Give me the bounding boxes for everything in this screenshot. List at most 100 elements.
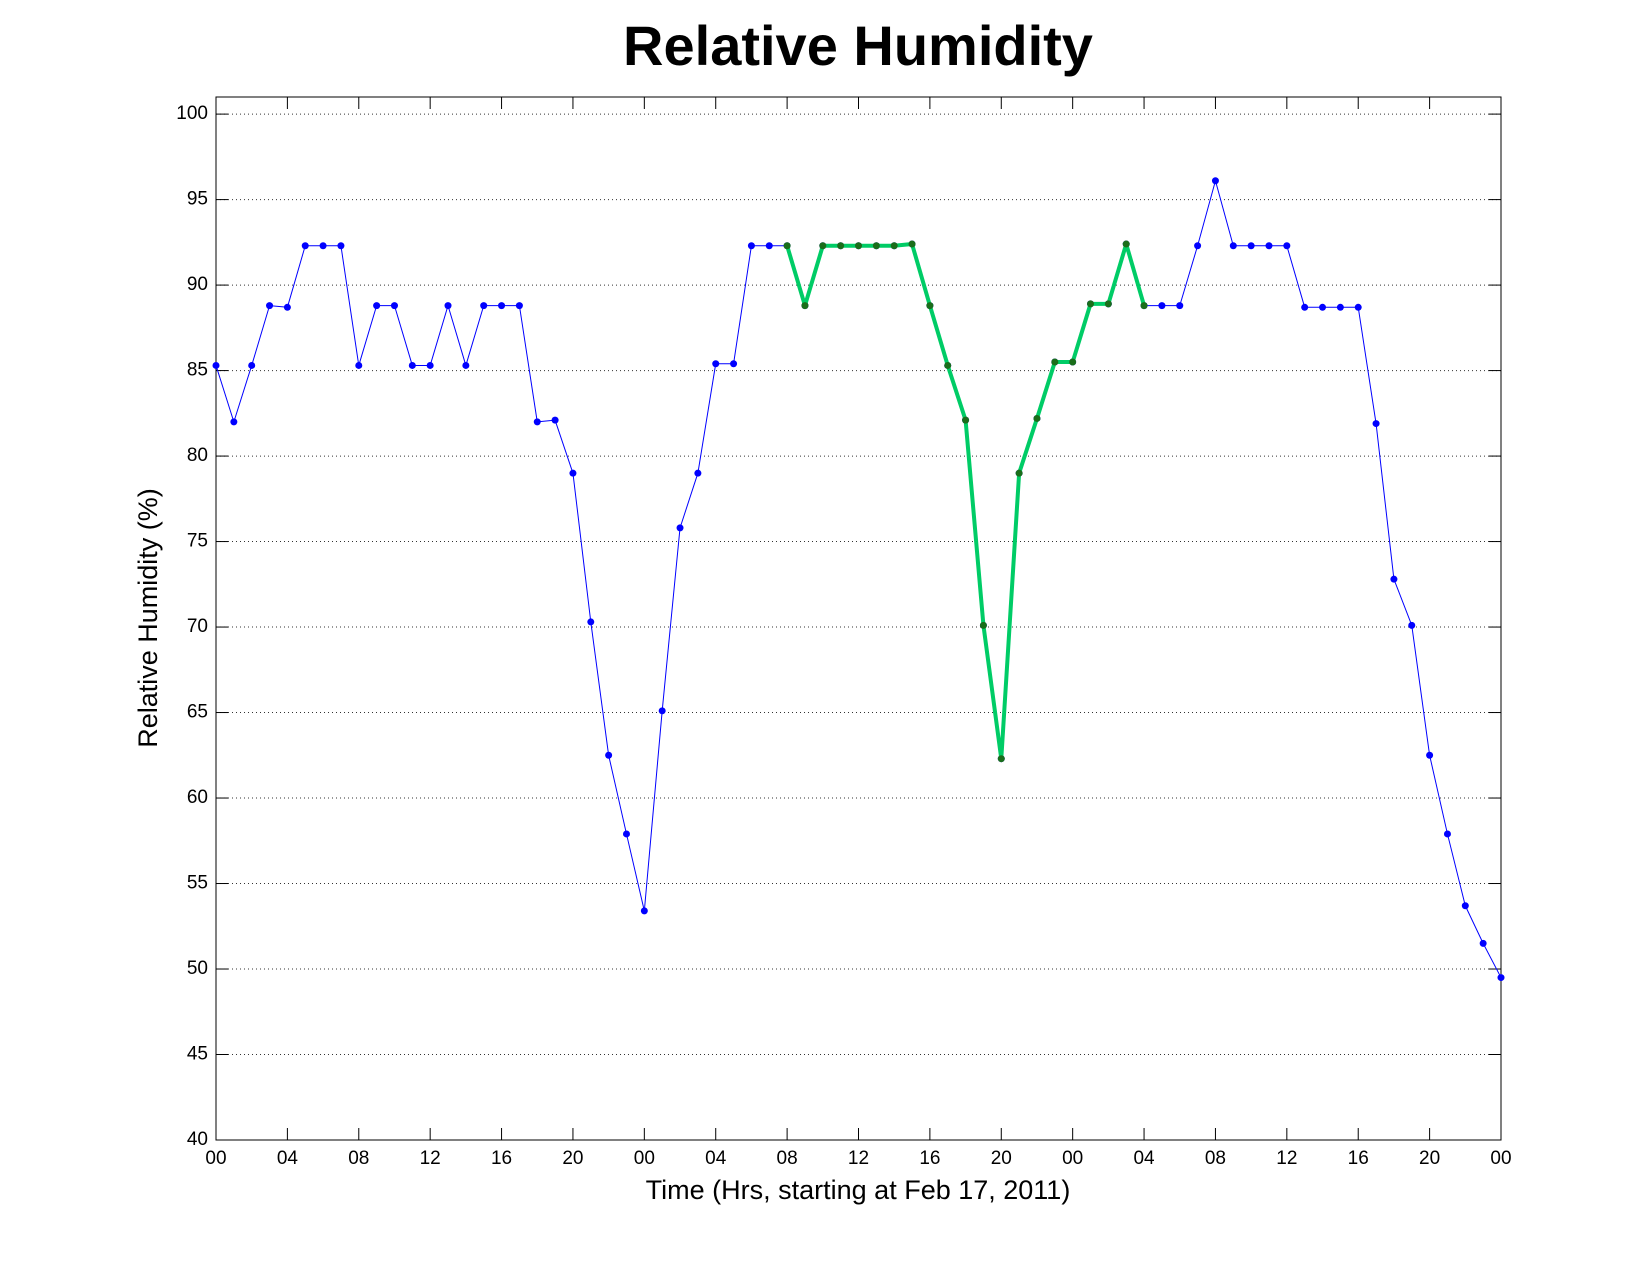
data-point [819, 242, 827, 250]
x-tick-label: 12 [420, 1148, 441, 1169]
x-tick-label: 20 [562, 1148, 583, 1169]
data-point [890, 242, 898, 250]
data-point [765, 242, 773, 250]
data-point [801, 302, 809, 310]
data-point [1194, 242, 1202, 250]
data-point [694, 469, 702, 477]
x-tick-label: 20 [1419, 1148, 1440, 1169]
x-tick-label: 16 [491, 1148, 512, 1169]
data-point [944, 361, 952, 369]
data-point [337, 242, 345, 250]
data-point [1229, 242, 1237, 250]
data-point [605, 751, 613, 759]
data-point [855, 242, 862, 250]
plot-frame [215, 96, 1502, 1141]
x-tick-label: 12 [1276, 1148, 1297, 1169]
data-point [640, 907, 648, 915]
data-point [212, 361, 220, 369]
data-point [1015, 469, 1023, 477]
data-point [747, 242, 755, 250]
data-point [1265, 242, 1273, 250]
data-point [1033, 414, 1041, 422]
data-point [1426, 751, 1434, 759]
y-tick-label: 65 [187, 702, 208, 723]
data-point [837, 242, 845, 250]
data-point [1247, 242, 1255, 250]
data-point [1283, 242, 1291, 250]
y-tick-label: 80 [187, 445, 208, 466]
x-tick-label: 04 [277, 1148, 299, 1169]
data-point [962, 416, 970, 424]
y-axis-label: Relative Humidity (%) [133, 488, 163, 748]
data-point [1336, 303, 1344, 311]
data-point [230, 418, 238, 426]
data-point [622, 830, 630, 838]
chart-title: Relative Humidity [623, 14, 1093, 77]
data-point [1104, 300, 1112, 308]
y-tick-label: 50 [187, 958, 208, 979]
x-tick-label: 08 [777, 1148, 798, 1169]
data-point [783, 242, 791, 250]
x-tick-label: 00 [634, 1148, 655, 1169]
data-point [1087, 300, 1095, 308]
data-point [1319, 303, 1327, 311]
data-point [373, 302, 381, 310]
y-tick-label: 60 [187, 787, 208, 808]
data-point [355, 361, 363, 369]
y-tick-label: 75 [187, 531, 208, 552]
data-point [1301, 303, 1309, 311]
y-tick-label: 55 [187, 873, 208, 894]
x-tick-label: 12 [848, 1148, 869, 1169]
data-point [408, 361, 416, 369]
data-point [1051, 358, 1059, 366]
x-tick-label: 08 [348, 1148, 369, 1169]
data-point [1122, 240, 1130, 248]
x-tick-label: 08 [1205, 1148, 1226, 1169]
x-tick-label: 16 [919, 1148, 940, 1169]
data-point [1211, 177, 1219, 185]
data-point [426, 361, 434, 369]
data-point [301, 242, 309, 250]
data-point [444, 302, 452, 310]
data-point [569, 469, 577, 477]
data-point [480, 302, 488, 310]
data-point [319, 242, 327, 250]
x-tick-label: 00 [1490, 1148, 1511, 1169]
x-tick-label: 16 [1348, 1148, 1369, 1169]
data-point [551, 416, 559, 424]
data-point [266, 302, 274, 310]
y-tick-label: 90 [187, 274, 208, 295]
y-tick-label: 70 [187, 616, 208, 637]
x-tick-label: 20 [991, 1148, 1012, 1169]
data-point [1176, 302, 1184, 310]
x-tick-label: 00 [1062, 1148, 1083, 1169]
data-point [1461, 902, 1469, 910]
data-point [1069, 358, 1077, 366]
data-point [676, 524, 684, 532]
data-point [979, 621, 987, 629]
data-point [283, 303, 291, 311]
y-tick-label: 40 [187, 1129, 208, 1150]
data-point [997, 755, 1005, 763]
x-tick-label: 04 [1133, 1148, 1155, 1169]
data-point [515, 302, 523, 310]
data-point [1372, 420, 1380, 428]
data-point [587, 618, 595, 626]
data-point [730, 360, 738, 368]
data-point [712, 360, 720, 368]
y-tick-label: 45 [187, 1044, 208, 1065]
data-point [1408, 621, 1416, 629]
data-point [1479, 939, 1487, 947]
y-tick-label: 100 [176, 103, 208, 124]
data-point [533, 418, 541, 426]
y-tick-label: 85 [187, 360, 208, 381]
data-point [658, 707, 666, 715]
data-point [872, 242, 880, 250]
data-point [926, 302, 934, 310]
x-axis-label: Time (Hrs, starting at Feb 17, 2011) [646, 1175, 1071, 1205]
data-point [1443, 830, 1451, 838]
data-point [1140, 302, 1148, 310]
data-point [1354, 303, 1362, 311]
y-tick-label: 95 [187, 189, 208, 210]
